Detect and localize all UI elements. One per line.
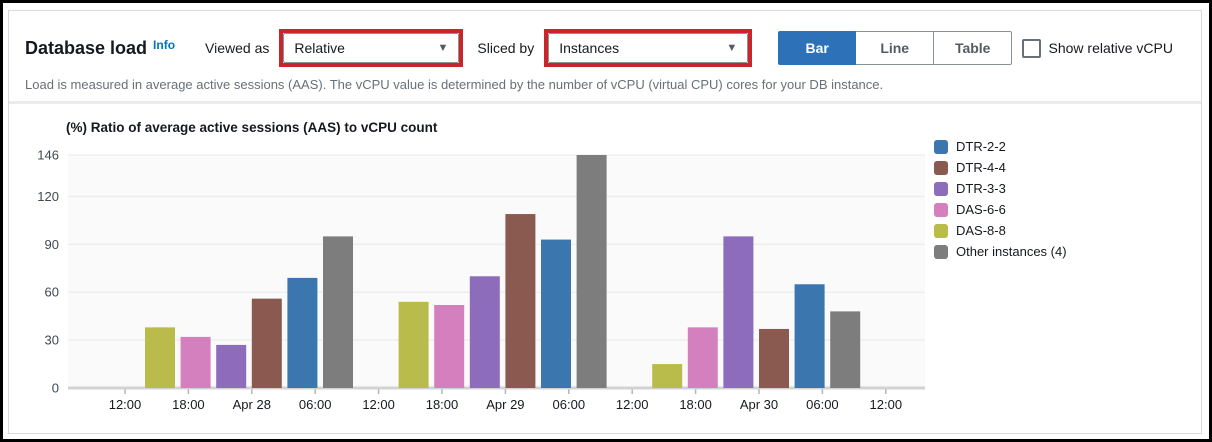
line-view-button[interactable]: Line — [856, 31, 935, 65]
svg-text:12:00: 12:00 — [362, 397, 395, 412]
svg-text:06:00: 06:00 — [553, 397, 586, 412]
bar-DTR-4-4-Apr-28[interactable] — [251, 298, 282, 388]
chart-legend: DTR-2-2 DTR-4-4 DTR-3-3 DAS-6-6 DAS-8-8 Other… — [934, 136, 1067, 262]
legend-swatch-icon — [934, 202, 948, 217]
bar-DTR-2-2-Apr-28[interactable] — [287, 277, 318, 388]
bar-DAS-6-6-Apr-28[interactable] — [180, 336, 211, 388]
legend-item-Other instances (4)[interactable]: Other instances (4) — [934, 241, 1067, 262]
bar-DAS-8-8-Apr-28[interactable] — [145, 327, 175, 388]
bar-chart: 0 30 60 90 120 146 12:00 18:00 Apr 28 06:00 12:00 1… — [37, 148, 925, 412]
bar-DTR-3-3-Apr-30[interactable] — [723, 236, 754, 388]
svg-text:60: 60 — [45, 285, 59, 300]
bar-DAS-8-8-Apr-30[interactable] — [652, 364, 683, 388]
legend-item-DAS-6-6[interactable]: DAS-6-6 — [934, 199, 1067, 220]
screenshot-frame: Database load Info Viewed as Relative ▼ … — [3, 3, 1209, 439]
legend-label: Other instances (4) — [956, 244, 1067, 259]
legend-label: DTR-2-2 — [956, 139, 1006, 154]
svg-text:18:00: 18:00 — [679, 397, 712, 412]
legend-item-DTR-2-2[interactable]: DTR-2-2 — [934, 136, 1067, 157]
chart-area: (%) Ratio of average active sessions (AA… — [9, 104, 1203, 433]
svg-text:06:00: 06:00 — [299, 397, 332, 412]
checkbox-label: Show relative vCPU — [1048, 40, 1174, 56]
legend-swatch-icon — [934, 139, 948, 154]
bar-DTR-2-2-Apr-29[interactable] — [541, 239, 571, 388]
legend-label: DAS-6-6 — [956, 202, 1006, 217]
bar-DTR-3-3-Apr-28[interactable] — [216, 344, 247, 388]
svg-text:Apr 29: Apr 29 — [486, 397, 524, 412]
legend-item-DAS-8-8[interactable]: DAS-8-8 — [934, 220, 1067, 241]
bar-DAS-6-6-Apr-30[interactable] — [687, 327, 718, 388]
chevron-down-icon: ▼ — [437, 42, 449, 54]
legend-swatch-icon — [934, 223, 948, 238]
legend-item-DTR-4-4[interactable]: DTR-4-4 — [934, 157, 1067, 178]
svg-text:12:00: 12:00 — [616, 397, 649, 412]
annotation-highlight-sliced-by: Instances ▼ — [544, 29, 753, 67]
svg-text:12:00: 12:00 — [109, 397, 142, 412]
svg-text:Apr 28: Apr 28 — [233, 397, 271, 412]
legend-label: DTR-3-3 — [956, 181, 1006, 196]
chart-type-toggle: Bar Line Table — [778, 31, 1013, 65]
viewed-as-value: Relative — [294, 40, 345, 56]
database-load-panel: Database load Info Viewed as Relative ▼ … — [8, 10, 1202, 434]
bar-DAS-6-6-Apr-29[interactable] — [434, 305, 465, 388]
bar-Other instances (4)-Apr-29[interactable] — [576, 155, 607, 388]
bar-Other instances (4)-Apr-28[interactable] — [323, 236, 353, 388]
panel-divider — [9, 101, 1201, 104]
bar-DTR-3-3-Apr-29[interactable] — [469, 276, 500, 388]
annotation-highlight-viewed-as: Relative ▼ — [279, 29, 464, 67]
svg-text:30: 30 — [45, 333, 59, 348]
legend-label: DAS-8-8 — [956, 223, 1006, 238]
bar-DTR-2-2-Apr-30[interactable] — [794, 284, 825, 388]
svg-text:06:00: 06:00 — [806, 397, 839, 412]
svg-text:12:00: 12:00 — [870, 397, 903, 412]
bar-DAS-8-8-Apr-29[interactable] — [398, 301, 429, 388]
sliced-by-value: Instances — [559, 40, 620, 56]
chart-title: (%) Ratio of average active sessions (AA… — [66, 120, 438, 135]
viewed-as-select[interactable]: Relative ▼ — [283, 33, 460, 63]
svg-text:Apr 30: Apr 30 — [740, 397, 778, 412]
show-relative-vcpu-checkbox[interactable]: Show relative vCPU — [1021, 38, 1174, 58]
bar-view-button[interactable]: Bar — [778, 31, 857, 65]
svg-text:120: 120 — [37, 189, 59, 204]
sliced-by-select[interactable]: Instances ▼ — [548, 33, 749, 63]
legend-swatch-icon — [934, 244, 948, 259]
svg-text:0: 0 — [52, 381, 59, 396]
checkbox-icon[interactable] — [1021, 38, 1041, 58]
chevron-down-icon: ▼ — [726, 42, 738, 54]
legend-item-DTR-3-3[interactable]: DTR-3-3 — [934, 178, 1067, 199]
table-view-button[interactable]: Table — [934, 31, 1013, 65]
legend-swatch-icon — [934, 160, 948, 175]
svg-text:90: 90 — [45, 237, 59, 252]
info-link[interactable]: Info — [153, 38, 176, 52]
viewed-as-label: Viewed as — [205, 40, 270, 56]
subtitle: Load is measured in average active sessi… — [25, 77, 884, 92]
sliced-by-label: Sliced by — [477, 40, 535, 56]
svg-text:18:00: 18:00 — [426, 397, 459, 412]
page-title: Database load — [25, 38, 148, 58]
legend-label: DTR-4-4 — [956, 160, 1006, 175]
legend-swatch-icon — [934, 181, 948, 196]
svg-text:18:00: 18:00 — [172, 397, 205, 412]
bar-Other instances (4)-Apr-30[interactable] — [830, 311, 861, 388]
svg-text:146: 146 — [37, 148, 59, 163]
bar-DTR-4-4-Apr-30[interactable] — [759, 328, 789, 388]
bar-DTR-4-4-Apr-29[interactable] — [505, 214, 536, 388]
panel-header: Database load Info Viewed as Relative ▼ … — [9, 11, 1201, 94]
